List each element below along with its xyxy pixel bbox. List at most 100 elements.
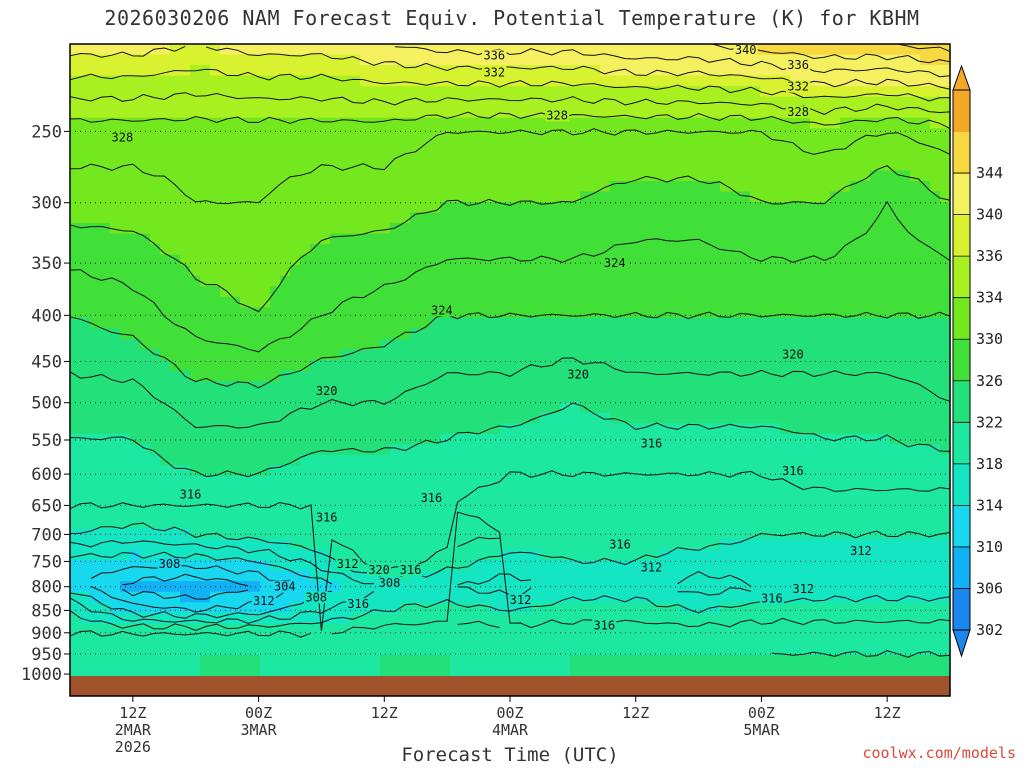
field-cell <box>400 328 411 340</box>
field-cell <box>780 44 791 56</box>
field-cell <box>300 170 311 182</box>
field-cell <box>90 496 101 509</box>
field-cell <box>390 633 401 645</box>
field-cell <box>730 202 741 214</box>
field-cell <box>880 391 891 403</box>
field-cell <box>200 475 211 487</box>
field-cell <box>530 381 541 393</box>
field-cell <box>650 465 661 477</box>
field-cell <box>190 138 201 150</box>
field-cell <box>840 149 851 161</box>
field-cell <box>430 454 441 466</box>
field-cell <box>530 391 541 403</box>
field-cell <box>740 233 751 245</box>
field-cell <box>200 96 211 108</box>
field-cell <box>700 591 711 603</box>
field-cell <box>390 107 401 119</box>
field-cell <box>190 128 201 140</box>
field-cell <box>570 286 581 298</box>
field-cell <box>530 370 541 382</box>
field-cell <box>390 475 401 487</box>
field-cell <box>500 623 511 635</box>
field-cell <box>430 275 441 287</box>
field-cell <box>890 412 901 424</box>
field-cell <box>300 254 311 266</box>
field-cell <box>690 75 701 87</box>
field-cell <box>760 433 771 445</box>
field-cell <box>890 612 901 624</box>
field-cell <box>780 265 791 277</box>
field-cell <box>870 212 881 224</box>
field-cell <box>600 391 611 403</box>
field-cell <box>600 507 611 519</box>
field-cell <box>190 149 201 161</box>
field-cell <box>490 602 501 614</box>
field-cell <box>450 149 461 161</box>
field-cell <box>250 65 261 77</box>
field-cell <box>510 117 521 129</box>
field-cell <box>360 486 371 498</box>
field-cell <box>420 338 431 351</box>
field-cell <box>710 370 721 382</box>
field-cell <box>520 518 531 530</box>
field-cell <box>910 328 921 340</box>
field-cell <box>350 159 361 171</box>
field-cell <box>930 96 941 108</box>
field-cell <box>870 149 881 161</box>
field-cell <box>190 623 201 635</box>
field-cell <box>890 570 901 582</box>
field-cell <box>230 349 241 361</box>
field-cell <box>220 180 231 193</box>
field-cell <box>800 170 811 182</box>
field-cell <box>160 117 171 129</box>
field-cell <box>110 391 121 403</box>
field-cell <box>470 486 481 498</box>
field-cell <box>180 170 191 182</box>
field-cell <box>200 44 211 56</box>
field-cell <box>760 265 771 277</box>
field-cell <box>740 560 751 572</box>
field-cell <box>700 623 711 635</box>
field-cell <box>710 254 721 266</box>
field-cell <box>450 65 461 77</box>
field-cell <box>680 507 691 519</box>
field-cell <box>250 602 261 614</box>
field-cell <box>370 159 381 171</box>
field-cell <box>600 338 611 351</box>
field-cell <box>530 202 541 214</box>
field-cell <box>170 96 181 108</box>
field-cell <box>310 254 321 266</box>
field-cell <box>890 54 901 66</box>
field-cell <box>910 65 921 77</box>
field-cell <box>480 623 491 635</box>
field-cell <box>830 138 841 150</box>
field-cell <box>390 86 401 98</box>
field-cell <box>160 507 171 519</box>
field-cell <box>830 612 841 624</box>
field-cell <box>850 254 861 266</box>
field-cell <box>880 223 891 235</box>
field-cell <box>860 180 871 193</box>
field-cell <box>700 107 711 119</box>
field-cell <box>350 539 361 551</box>
field-cell <box>930 454 941 466</box>
field-cell <box>800 128 811 140</box>
field-cell <box>530 486 541 498</box>
field-cell <box>310 265 321 277</box>
field-cell <box>460 570 471 582</box>
field-cell <box>90 212 101 224</box>
field-cell <box>580 349 591 361</box>
field-cell <box>390 170 401 182</box>
field-cell <box>630 370 641 382</box>
field-cell <box>610 86 621 98</box>
field-cell <box>360 433 371 445</box>
field-cell <box>720 223 731 235</box>
field-cell <box>540 402 551 414</box>
field-cell <box>530 633 541 645</box>
field-cell <box>400 296 411 308</box>
field-cell <box>410 328 421 340</box>
field-cell <box>210 412 221 424</box>
field-cell <box>330 423 341 435</box>
field-cell <box>640 107 651 119</box>
field-cell <box>880 75 891 87</box>
